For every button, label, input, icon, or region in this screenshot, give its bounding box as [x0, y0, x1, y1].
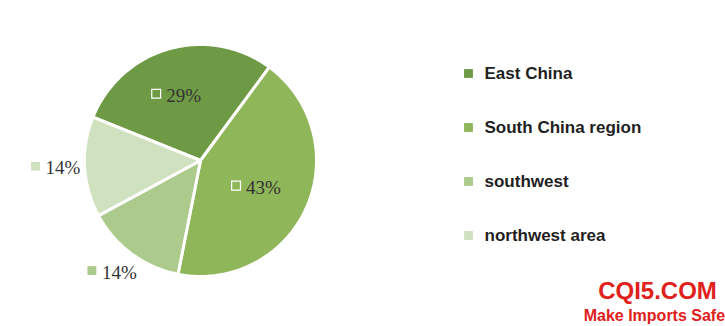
svg-text:14%: 14% [102, 262, 137, 283]
svg-text:northwest area: northwest area [485, 226, 606, 245]
svg-text:East China: East China [485, 64, 573, 83]
svg-text:southwest: southwest [485, 172, 569, 191]
svg-text:14%: 14% [46, 157, 81, 178]
svg-text:CQI5.COM: CQI5.COM [598, 277, 717, 304]
svg-text:Make Imports Safer: Make Imports Safer [584, 307, 725, 324]
svg-text:29%: 29% [166, 85, 201, 106]
svg-text:South China region: South China region [485, 118, 642, 137]
svg-text:43%: 43% [246, 177, 281, 198]
